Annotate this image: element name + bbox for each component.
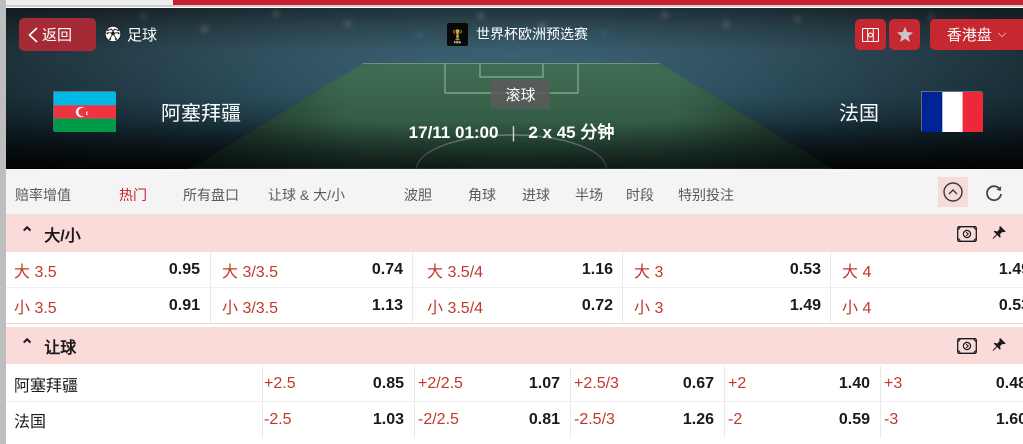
svg-text:FIFA: FIFA bbox=[454, 40, 462, 44]
